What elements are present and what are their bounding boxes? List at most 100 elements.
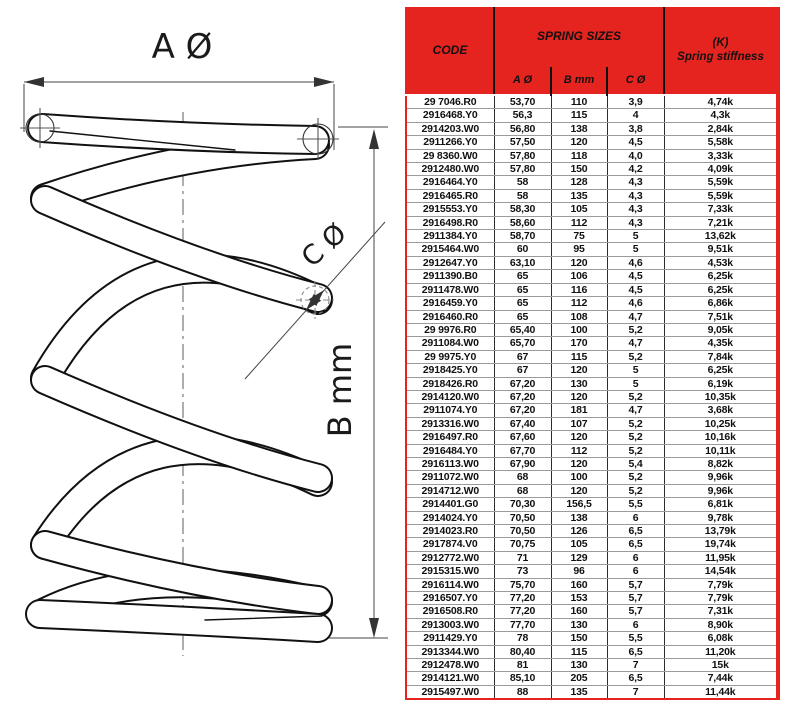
- code-cell: 2912480.W0: [406, 162, 495, 177]
- dimension-b-arrow-top: [369, 129, 379, 149]
- b-length-cell: 120: [551, 135, 608, 150]
- c-diameter-cell: 5: [607, 229, 665, 244]
- table-row: 2911084.W0 65,70 170 4,7 4,35k: [406, 336, 779, 351]
- table-row: 2913316.W0 67,40 107 5,2 10,25k: [406, 417, 779, 432]
- dimension-a-label: A Ø: [152, 27, 213, 67]
- a-diameter-cell: 77,20: [494, 604, 552, 619]
- c-diameter-cell: 6: [607, 551, 665, 566]
- code-cell: 29 9976.R0: [406, 323, 495, 338]
- a-diameter-cell: 70,50: [494, 524, 552, 539]
- stiffness-cell: 5,59k: [664, 189, 779, 204]
- c-diameter-cell: 4,3: [607, 189, 665, 204]
- code-cell: 2916507.Y0: [406, 591, 495, 606]
- b-length-cell: 120: [551, 457, 608, 472]
- subheader-b-length: B mm: [551, 67, 608, 95]
- a-diameter-cell: 65: [494, 283, 552, 298]
- c-diameter-cell: 5,2: [607, 350, 665, 365]
- c-diameter-cell: 4: [607, 108, 665, 123]
- table-row: 2914401.G0 70,30 156,5 5,5 6,81k: [406, 497, 779, 512]
- c-diameter-cell: 4,6: [607, 256, 665, 271]
- code-cell: 2914120.W0: [406, 390, 495, 405]
- header-stiffness: (K) Spring stiffness: [664, 7, 779, 96]
- table-row: 2911390.B0 65 106 4,5 6,25k: [406, 269, 779, 284]
- code-cell: 2911478.W0: [406, 283, 495, 298]
- code-cell: 2912478.W0: [406, 658, 495, 673]
- code-cell: 2911390.B0: [406, 269, 495, 284]
- b-length-cell: 135: [551, 189, 608, 204]
- stiffness-cell: 11,95k: [664, 551, 779, 566]
- stiffness-cell: 4,35k: [664, 336, 779, 351]
- a-diameter-cell: 67: [494, 363, 552, 378]
- c-diameter-cell: 5: [607, 377, 665, 391]
- c-diameter-cell: 5: [607, 242, 665, 257]
- a-diameter-cell: 75,70: [494, 578, 552, 593]
- table-row: 2916464.Y0 58 128 4,3 5,59k: [406, 175, 779, 190]
- c-diameter-cell: 5,7: [607, 591, 665, 606]
- table-row: 2916497.R0 67,60 120 5,2 10,16k: [406, 430, 779, 445]
- c-diameter-cell: 4,0: [607, 149, 665, 164]
- stiffness-cell: 9,96k: [664, 484, 779, 499]
- table-row: 2916460.R0 65 108 4,7 7,51k: [406, 310, 779, 324]
- table-row: 2914023.R0 70,50 126 6,5 13,79k: [406, 524, 779, 539]
- stiffness-cell: 8,82k: [664, 457, 779, 472]
- subheader-a-diameter: A Ø: [494, 67, 552, 95]
- code-cell: 2916497.R0: [406, 430, 495, 445]
- code-cell: 2914401.G0: [406, 497, 495, 512]
- a-diameter-cell: 53,70: [494, 94, 552, 110]
- dimension-b-label: B mm: [321, 343, 359, 437]
- a-diameter-cell: 68: [494, 484, 552, 499]
- dimension-c-arrow-bottom: [306, 294, 322, 310]
- stiffness-cell: 10,16k: [664, 430, 779, 445]
- code-cell: 2917874.V0: [406, 537, 495, 552]
- stiffness-cell: 7,84k: [664, 350, 779, 365]
- stiffness-cell: 10,35k: [664, 390, 779, 405]
- stiffness-cell: 6,86k: [664, 296, 779, 311]
- c-diameter-cell: 6: [607, 618, 665, 633]
- table-row: 2916507.Y0 77,20 153 5,7 7,79k: [406, 591, 779, 606]
- c-diameter-cell: 4,2: [607, 162, 665, 177]
- a-diameter-cell: 63,10: [494, 256, 552, 271]
- table-row: 2918425.Y0 67 120 5 6,25k: [406, 363, 779, 378]
- code-cell: 2914023.R0: [406, 524, 495, 539]
- code-cell: 2916113.W0: [406, 457, 495, 472]
- table-row: 29 7046.R0 53,70 110 3,9 4,74k: [406, 94, 779, 110]
- a-diameter-cell: 67: [494, 350, 552, 365]
- b-length-cell: 138: [551, 511, 608, 526]
- c-diameter-cell: 6,5: [607, 537, 665, 552]
- code-cell: 2914712.W0: [406, 484, 495, 499]
- code-cell: 2911266.Y0: [406, 135, 495, 150]
- stiffness-cell: 5,59k: [664, 175, 779, 190]
- a-diameter-cell: 67,70: [494, 444, 552, 458]
- stiffness-cell: 6,25k: [664, 363, 779, 378]
- b-length-cell: 120: [551, 484, 608, 499]
- code-cell: 2914024.Y0: [406, 511, 495, 526]
- a-diameter-cell: 65: [494, 269, 552, 284]
- b-length-cell: 170: [551, 336, 608, 351]
- table-row: 2912647.Y0 63,10 120 4,6 4,53k: [406, 256, 779, 271]
- c-diameter-cell: 5,5: [607, 631, 665, 646]
- code-cell: 2916508.R0: [406, 604, 495, 619]
- code-cell: 2912772.W0: [406, 551, 495, 566]
- code-cell: 2914121.W0: [406, 671, 495, 686]
- b-length-cell: 156,5: [551, 497, 608, 512]
- c-diameter-cell: 5,2: [607, 430, 665, 445]
- table-row: 2914024.Y0 70,50 138 6 9,78k: [406, 511, 779, 526]
- code-cell: 2915464.W0: [406, 242, 495, 257]
- a-diameter-cell: 67,90: [494, 457, 552, 472]
- stiffness-cell: 7,51k: [664, 310, 779, 324]
- a-diameter-cell: 67,20: [494, 403, 552, 418]
- b-length-cell: 108: [551, 310, 608, 324]
- c-diameter-cell: 5: [607, 363, 665, 378]
- table-row: 2913344.W0 80,40 115 6,5 11,20k: [406, 645, 779, 660]
- c-diameter-cell: 6,5: [607, 671, 665, 686]
- stiffness-cell: 4,74k: [664, 94, 779, 110]
- table-row: 2912480.W0 57,80 150 4,2 4,09k: [406, 162, 779, 177]
- table-row: 2911074.Y0 67,20 181 4,7 3,68k: [406, 403, 779, 418]
- a-diameter-cell: 67,20: [494, 390, 552, 405]
- a-diameter-cell: 78: [494, 631, 552, 646]
- b-length-cell: 106: [551, 269, 608, 284]
- c-diameter-cell: 3,8: [607, 122, 665, 137]
- b-length-cell: 105: [551, 537, 608, 552]
- table-row: 2911266.Y0 57,50 120 4,5 5,58k: [406, 135, 779, 150]
